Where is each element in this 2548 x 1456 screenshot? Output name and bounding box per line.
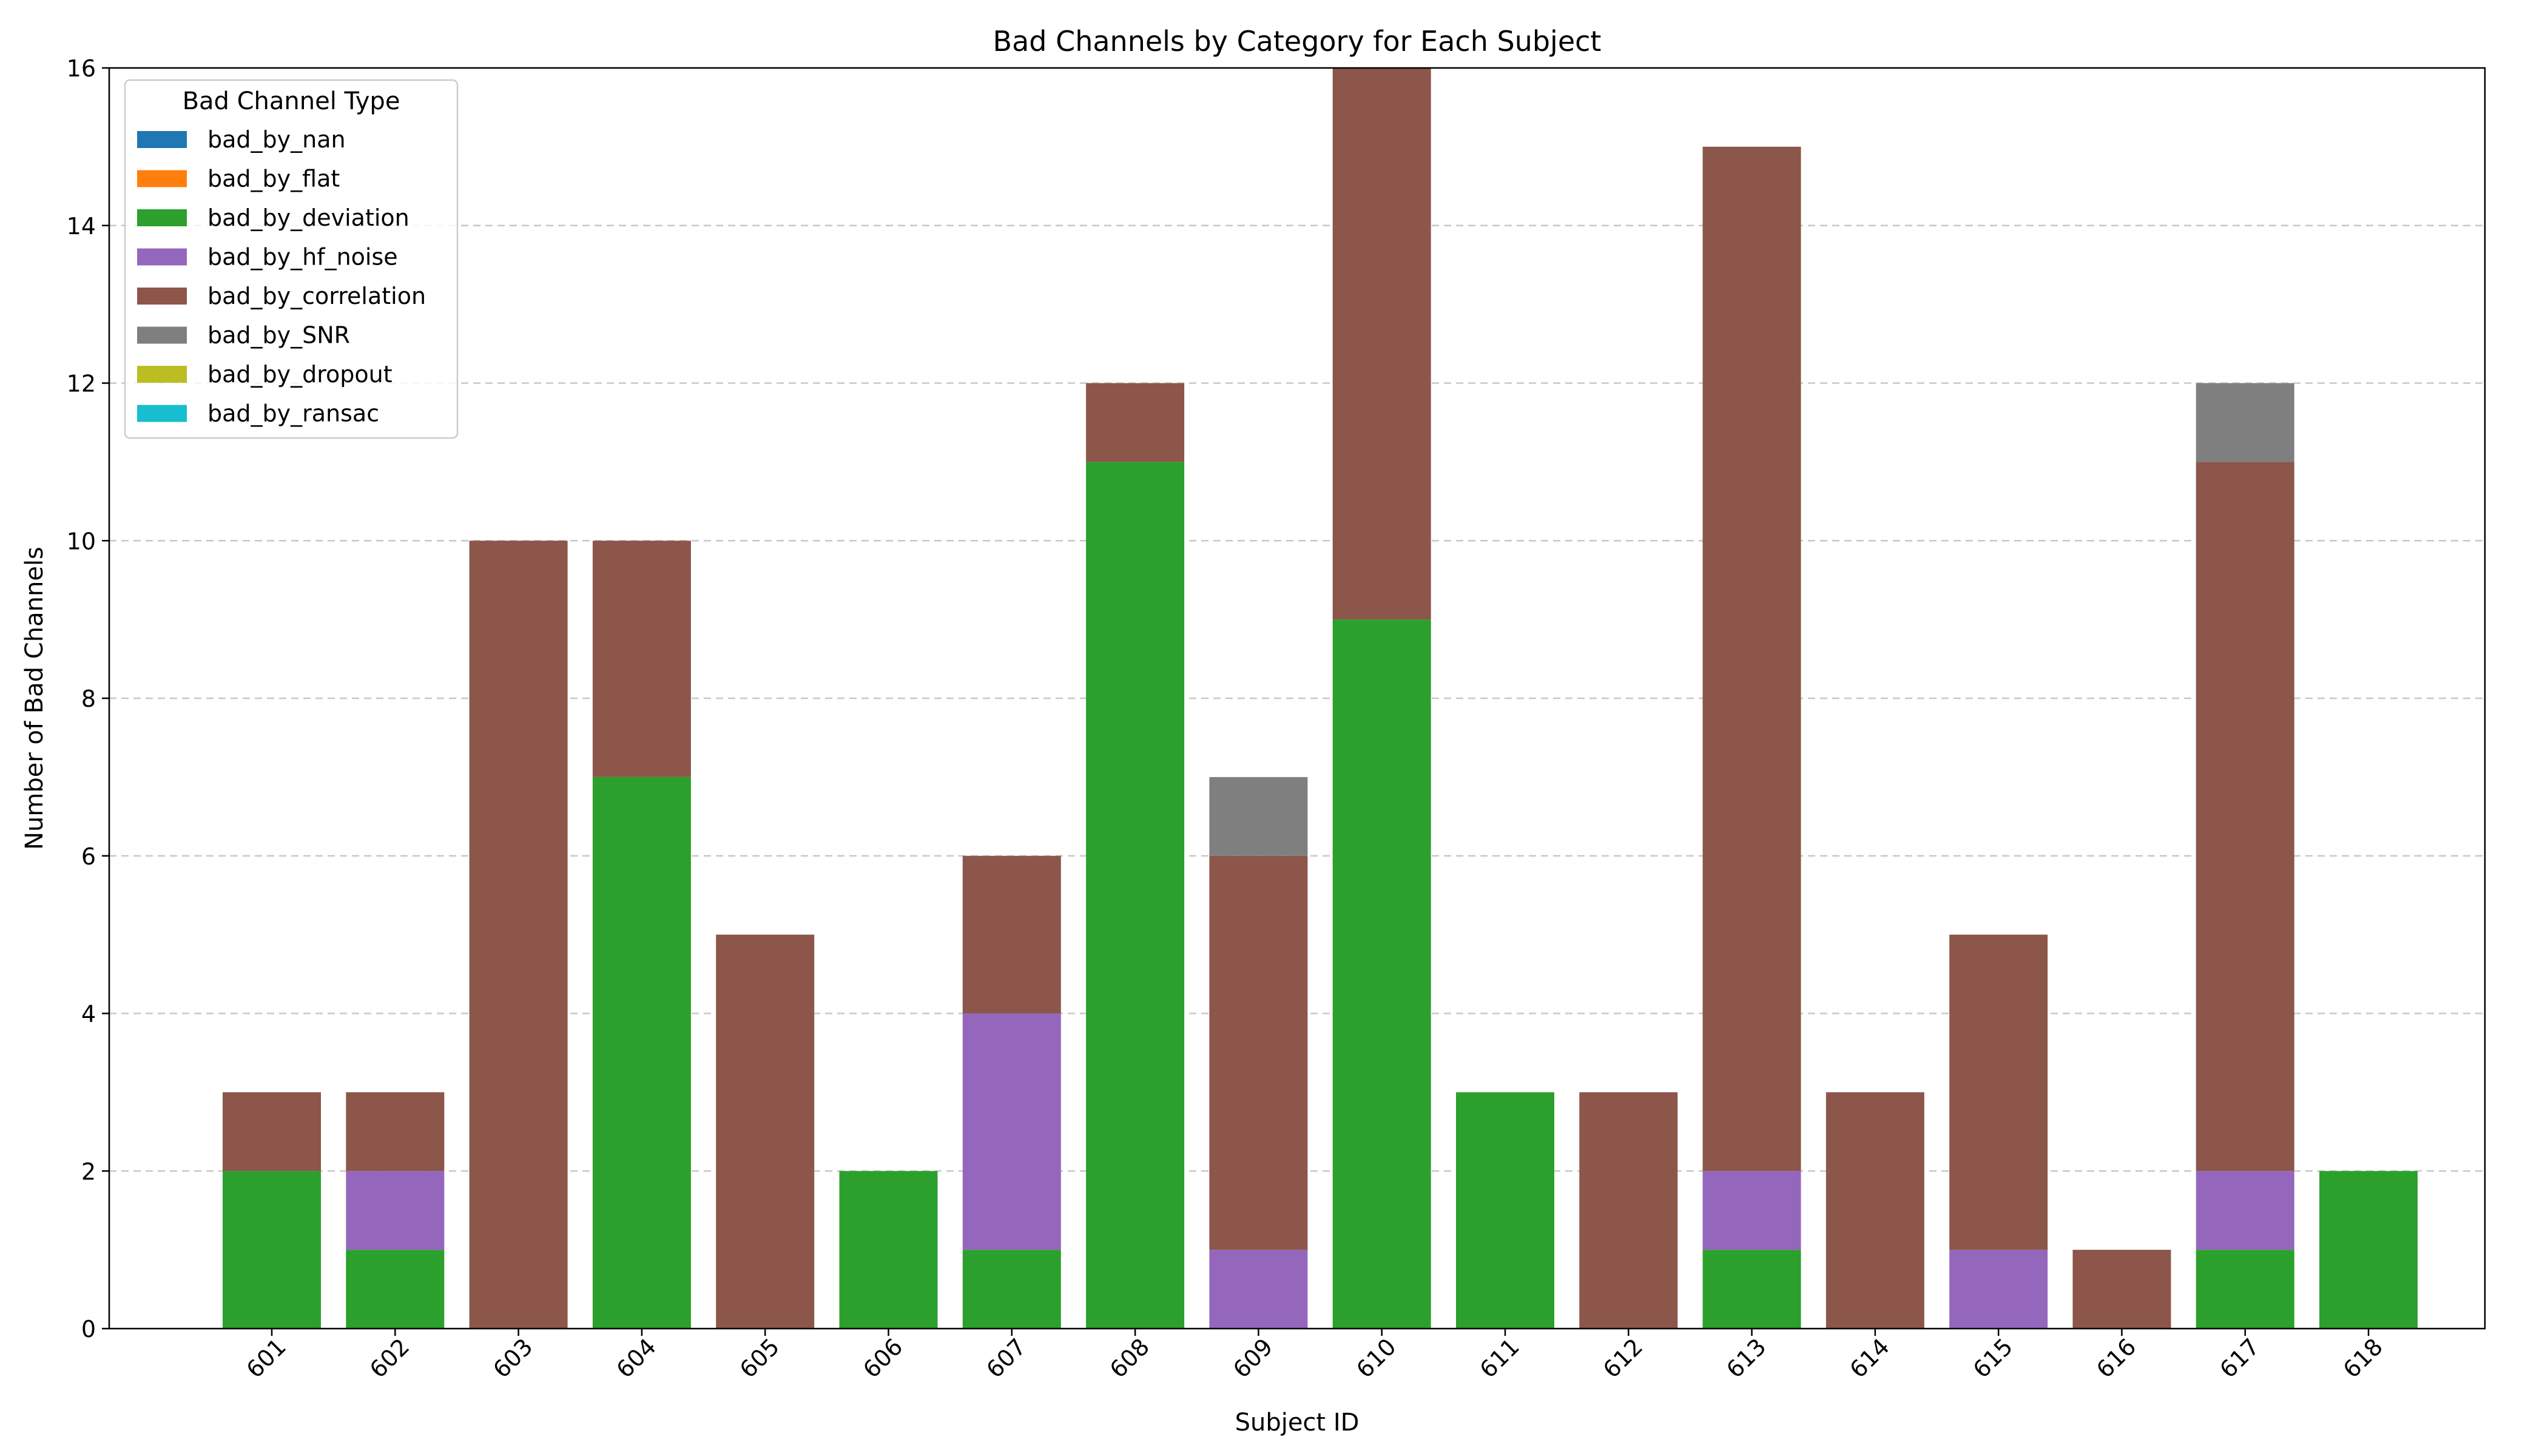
legend-swatch — [137, 326, 187, 344]
x-tick-label: 604 — [612, 1333, 661, 1383]
bar-segment — [1332, 68, 1431, 620]
x-tick-label: 605 — [735, 1333, 784, 1383]
x-tick-label: 615 — [1968, 1333, 2018, 1383]
x-tick-label: 608 — [1105, 1333, 1154, 1383]
legend-title: Bad Channel Type — [183, 87, 400, 115]
bar-segment — [962, 1013, 1061, 1250]
y-tick-label: 14 — [67, 213, 96, 240]
legend-swatch — [137, 288, 187, 305]
legend-swatch — [137, 209, 187, 226]
x-tick-label: 617 — [2214, 1333, 2264, 1383]
bar-segment — [2196, 1171, 2294, 1250]
bar-segment — [2072, 1250, 2171, 1329]
legend-label: bad_by_flat — [207, 166, 340, 192]
x-tick-label: 601 — [241, 1333, 291, 1383]
y-axis-label: Number of Bad Channels — [21, 547, 49, 850]
legend-swatch — [137, 248, 187, 266]
bar-segment — [2196, 462, 2294, 1171]
bar-segment — [1332, 619, 1431, 1329]
bar-segment — [1209, 1250, 1308, 1329]
bar-segment — [223, 1171, 321, 1329]
bar-segment — [1209, 855, 1308, 1250]
legend-swatch — [137, 131, 187, 148]
x-tick-label: 611 — [1475, 1333, 1525, 1383]
bar-segment — [346, 1092, 445, 1171]
legend-swatch — [137, 170, 187, 187]
bar-segment — [1949, 1250, 2048, 1329]
x-tick-label: 602 — [365, 1333, 414, 1383]
bar-segment — [1579, 1092, 1678, 1329]
legend-label: bad_by_correlation — [207, 283, 426, 309]
x-tick-label: 618 — [2338, 1333, 2388, 1383]
x-tick-label: 613 — [1721, 1333, 1771, 1383]
legend-swatch — [137, 405, 187, 422]
y-tick-label: 16 — [67, 55, 96, 82]
y-axis: 0 2 4 6 8 10 12 14 16 — [67, 55, 109, 1343]
y-tick-label: 0 — [81, 1316, 96, 1343]
bar-segment — [346, 1171, 445, 1250]
y-tick-label: 10 — [67, 528, 96, 554]
y-tick-label: 12 — [67, 371, 96, 397]
bar-segment — [1086, 462, 1185, 1329]
y-tick-label: 2 — [81, 1158, 96, 1185]
bar-segment — [1702, 1171, 1801, 1250]
bar-segment — [346, 1250, 445, 1329]
bar-segment — [592, 777, 691, 1329]
x-tick-label: 607 — [981, 1333, 1031, 1383]
bar-segment — [2196, 383, 2294, 462]
bar-segment — [592, 541, 691, 777]
legend-label: bad_by_deviation — [207, 204, 410, 231]
bar-segment — [1086, 383, 1185, 462]
chart-title: Bad Channels by Category for Each Subjec… — [993, 25, 1602, 58]
y-tick-label: 4 — [81, 1001, 96, 1028]
legend-label: bad_by_ransac — [207, 400, 379, 427]
legend-label: bad_by_nan — [207, 126, 346, 153]
bar-segment — [469, 541, 568, 1329]
bar-segment — [1209, 777, 1308, 856]
legend-swatch — [137, 366, 187, 383]
x-tick-label: 616 — [2091, 1333, 2141, 1383]
legend-box — [124, 79, 459, 439]
bars-layer — [223, 68, 2418, 1329]
bar-segment — [716, 934, 815, 1329]
legend-label: bad_by_hf_noise — [207, 244, 398, 271]
x-tick-label: 610 — [1351, 1333, 1401, 1383]
bar-segment — [223, 1092, 321, 1171]
bar-segment — [1949, 934, 2048, 1250]
bar-segment — [1702, 1250, 1801, 1329]
x-tick-label: 606 — [858, 1333, 908, 1383]
y-tick-label: 6 — [81, 843, 96, 870]
x-tick-label: 609 — [1228, 1333, 1278, 1383]
bar-segment — [839, 1171, 938, 1329]
legend-label: bad_by_SNR — [207, 322, 350, 349]
bar-segment — [2319, 1171, 2418, 1329]
bar-segment — [1825, 1092, 1924, 1329]
x-axis-label: Subject ID — [1235, 1409, 1360, 1437]
bar-segment — [2196, 1250, 2294, 1329]
legend-label: bad_by_dropout — [207, 361, 393, 388]
grid-layer — [109, 224, 2485, 1172]
bar-segment — [1456, 1092, 1554, 1329]
x-tick-label: 612 — [1598, 1333, 1648, 1383]
x-tick-label: 603 — [488, 1333, 538, 1383]
bar-segment — [962, 1250, 1061, 1329]
legend: Bad Channel Type bad_by_nanbad_by_flatba… — [124, 79, 459, 439]
y-tick-label: 8 — [81, 686, 96, 712]
legend-items: bad_by_nan bad_by_flat bad_by_deviationbad… — [137, 126, 426, 427]
x-axis: 601 602 603 604 605 606 607 608 609 610 611 612 613 6… — [241, 1329, 2388, 1383]
x-tick-label: 614 — [1845, 1333, 1895, 1383]
bar-segment — [962, 855, 1061, 1014]
bar-segment — [1702, 146, 1801, 1171]
